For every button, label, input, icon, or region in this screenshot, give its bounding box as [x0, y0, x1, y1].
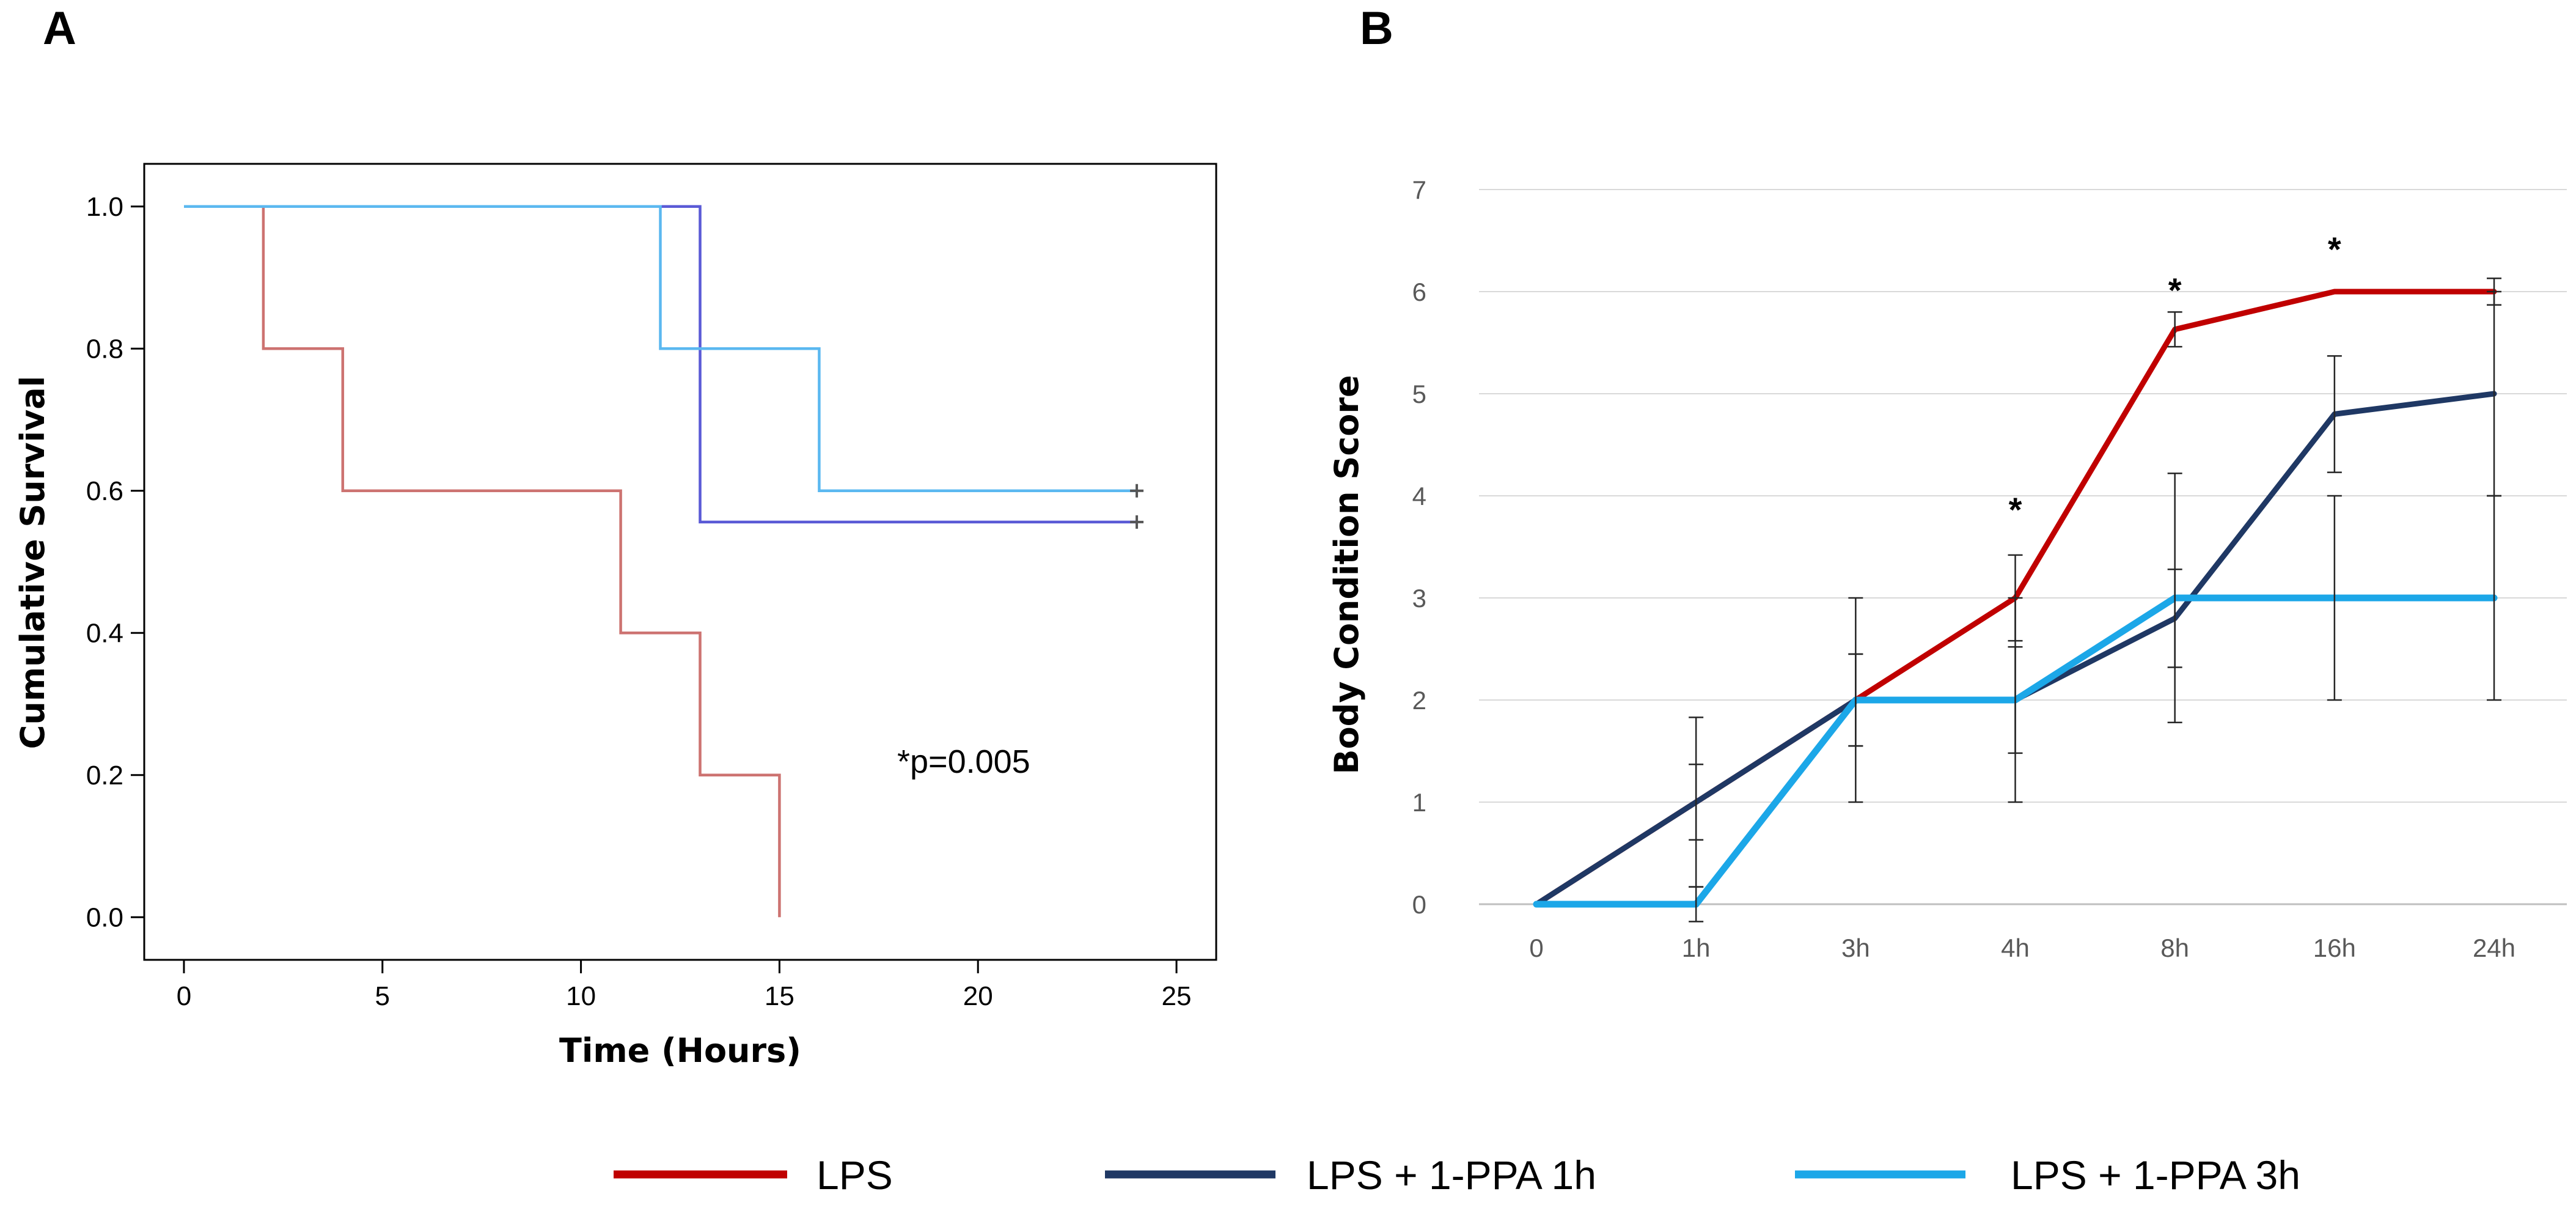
y-tick-label: 7: [1412, 175, 1426, 204]
error-bar: [1848, 597, 1863, 803]
censor-mark: [1130, 484, 1144, 498]
y-tick-label: 0.4: [86, 618, 123, 648]
error-bars: [1689, 278, 2501, 923]
km-curve-lps-1-ppa-3h: [184, 205, 1137, 493]
x-tick-label: 24h: [2473, 934, 2515, 962]
error-bar: [1689, 886, 1704, 923]
error-bar: [2008, 597, 2023, 803]
error-bar: [2487, 495, 2501, 701]
x-tick-label: 5: [375, 981, 390, 1011]
panel-b-label: B: [1360, 2, 1393, 54]
x-tick-label: 8h: [2160, 934, 2189, 962]
x-tick-label: 25: [1162, 981, 1192, 1011]
legend-label-lps-1-ppa-3h: LPS + 1-PPA 3h: [2011, 1152, 2300, 1198]
x-tick-label: 0: [1529, 934, 1543, 962]
x-tick-label: 16h: [2313, 934, 2356, 962]
x-tick-label: 0: [177, 981, 191, 1011]
censor-mark: [1130, 515, 1144, 529]
survival-chart: 0 5 10 15 20 25 0.0 0.2 0.4 0.6 0.8 1.0 *p=0.005 Ti…: [13, 163, 1217, 1070]
km-curve-lps: [184, 205, 781, 918]
significance-markers: * * *: [2009, 230, 2341, 529]
legend-label-lps-1-ppa-1h: LPS + 1-PPA 1h: [1307, 1152, 1596, 1198]
x-tick-label: 4h: [2001, 934, 2030, 962]
y-tick-label: 2: [1412, 686, 1426, 715]
y-tick-label: 0.0: [86, 902, 123, 932]
x-tick-label: 20: [963, 981, 993, 1011]
error-bar: [2167, 311, 2182, 348]
y-axis-title: Cumulative Survival: [13, 376, 52, 750]
y-tick-label: 3: [1412, 584, 1426, 613]
legend: LPS LPS + 1-PPA 1h LPS + 1-PPA 3h: [614, 1152, 2300, 1198]
legend-label-lps: LPS: [816, 1152, 893, 1198]
x-tick-label: 10: [566, 981, 596, 1011]
y-tick-label: 0.6: [86, 476, 123, 506]
y-tick-label: 1.0: [86, 192, 123, 222]
axis-ticks: 0 1 2 3 4 5 6 7 0 1h 3h 4h 8h 16h 24h: [1412, 175, 2515, 962]
error-bar: [2327, 355, 2342, 473]
error-bar: [2167, 473, 2182, 723]
y-tick-label: 6: [1412, 278, 1426, 306]
plot-frame: [143, 163, 1217, 961]
y-tick-label: 1: [1412, 788, 1426, 817]
x-tick-label: 1h: [1682, 934, 1711, 962]
significance-star: *: [2328, 230, 2341, 268]
x-tick-label: 15: [765, 981, 794, 1011]
survival-curves: [184, 205, 1144, 918]
y-axis-title: Body Condition Score: [1327, 375, 1366, 774]
y-tick-label: 4: [1412, 482, 1426, 510]
gridlines: [1479, 189, 2567, 905]
x-axis-title: Time (Hours): [559, 1031, 801, 1070]
y-tick-label: 5: [1412, 380, 1426, 408]
panel-a-label: A: [43, 2, 76, 54]
p-value-annotation: *p=0.005: [897, 743, 1030, 780]
y-tick-label: 0.8: [86, 334, 123, 364]
body-condition-chart: 0 1 2 3 4 5 6 7 0 1h 3h 4h 8h 16h 24h * * * Body Conditi…: [1327, 175, 2567, 962]
significance-star: *: [2009, 490, 2022, 529]
x-tick-label: 3h: [1841, 934, 1870, 962]
y-tick-label: 0: [1412, 890, 1426, 919]
significance-star: *: [2168, 271, 2182, 309]
axis-ticks: 0 5 10 15 20 25 0.0 0.2 0.4 0.6 0.8 1.0: [86, 192, 1192, 1011]
error-bar: [2327, 495, 2342, 701]
y-tick-label: 0.2: [86, 761, 123, 790]
